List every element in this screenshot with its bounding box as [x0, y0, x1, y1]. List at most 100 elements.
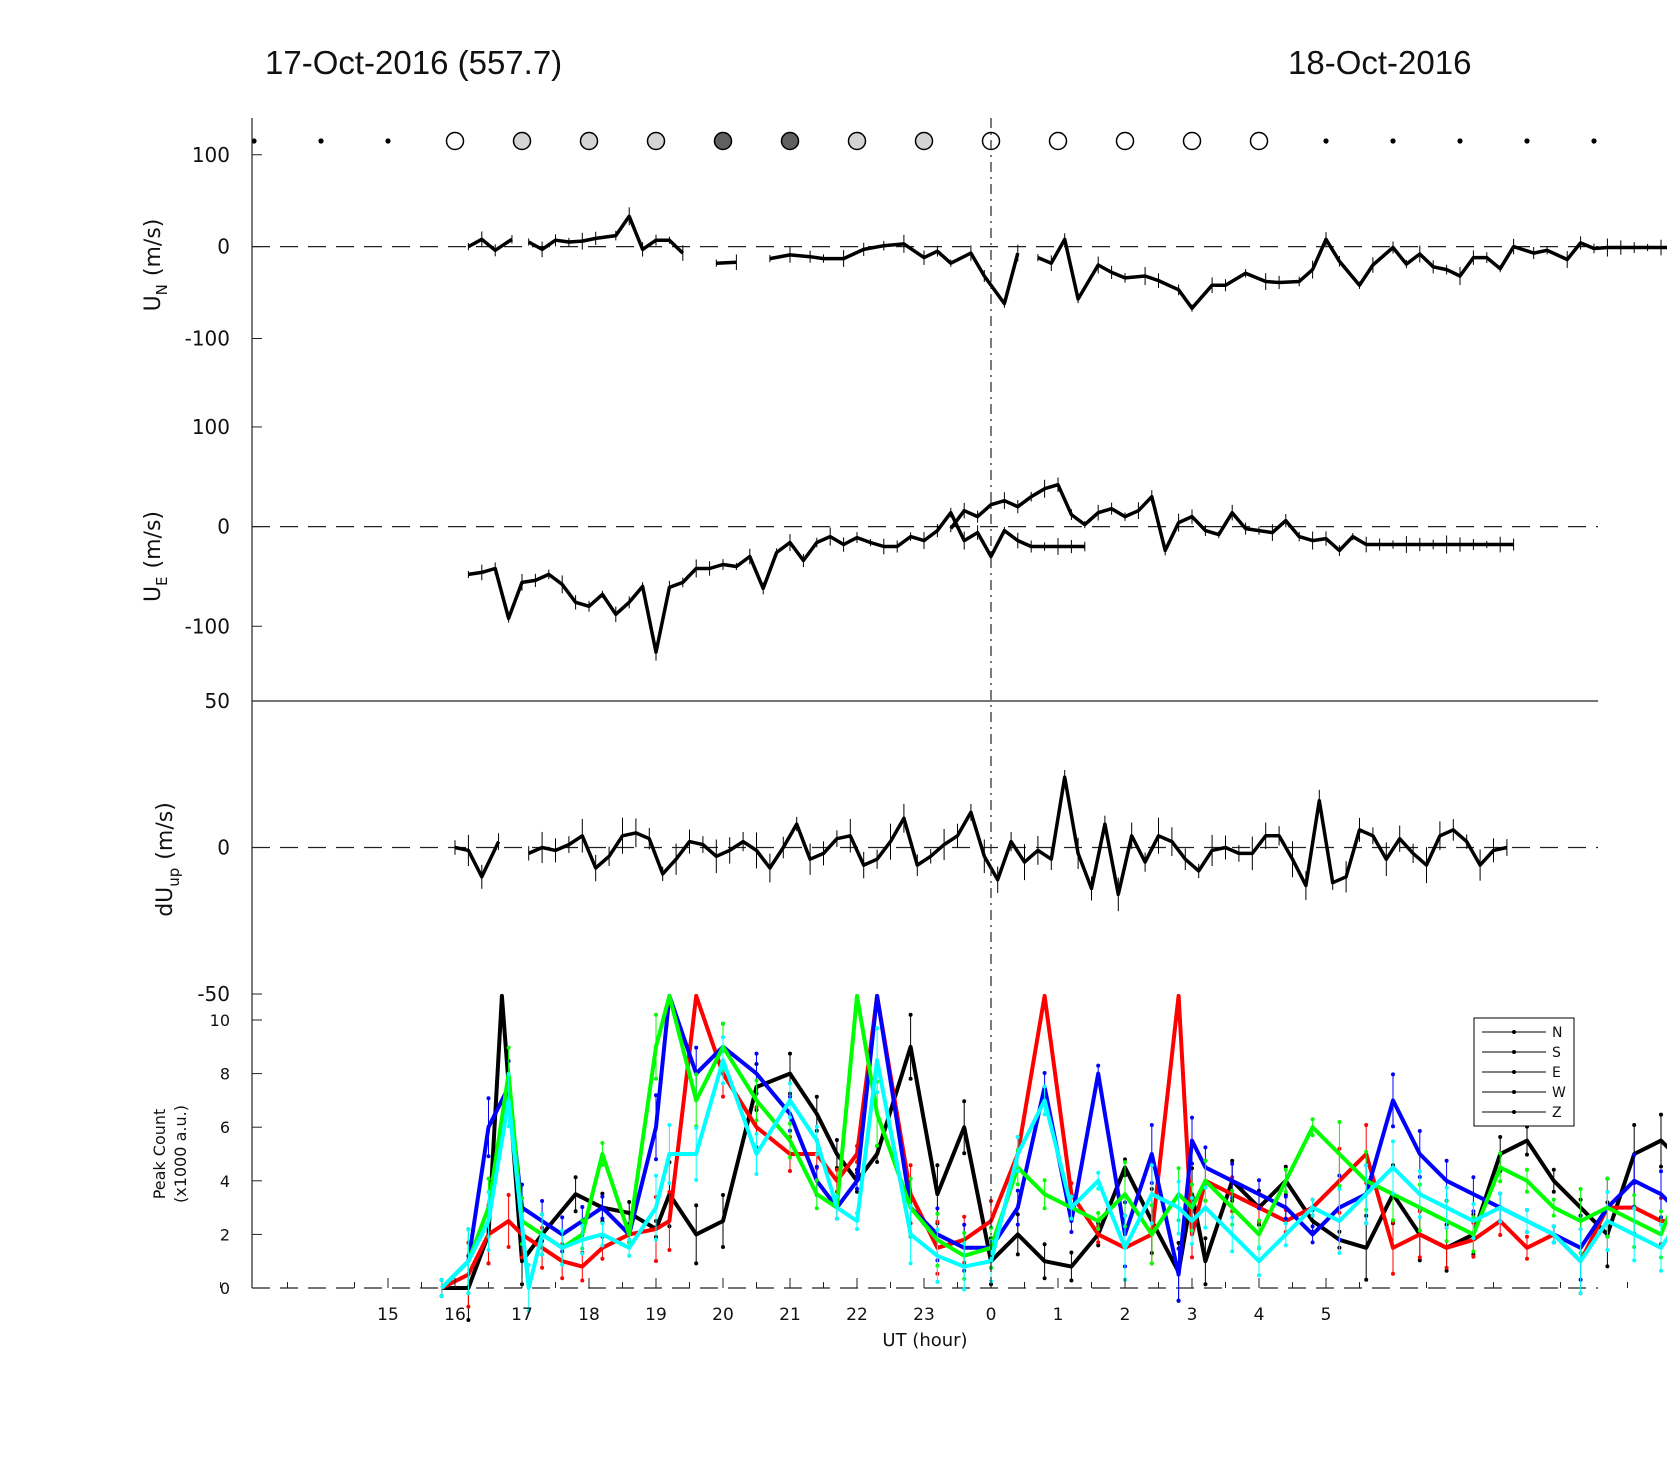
- peak-Z-marker: [1364, 1163, 1369, 1168]
- peak-N-marker: [1498, 1135, 1503, 1139]
- peak-N-marker: [1444, 1268, 1449, 1273]
- peak-Z-marker: [466, 1227, 471, 1232]
- peak-W-marker: [1525, 1189, 1529, 1194]
- du-series-line: [527, 775, 1508, 897]
- peak-Z-marker: [962, 1287, 967, 1292]
- peak-Z-marker: [855, 1227, 859, 1231]
- peak-Z-marker: [1391, 1191, 1395, 1196]
- un-series-line: [527, 214, 685, 255]
- peak-W-marker: [754, 1078, 759, 1083]
- peak-Z-marker: [1337, 1251, 1342, 1255]
- peak-S-marker: [1525, 1234, 1529, 1239]
- peak-W-marker: [1257, 1218, 1261, 1223]
- axes-frame: [251, 118, 1598, 1288]
- peak-S-marker: [486, 1261, 491, 1266]
- peak-W-marker: [1337, 1184, 1342, 1188]
- peak-N-marker: [721, 1245, 725, 1249]
- peak-Z-marker: [908, 1203, 913, 1208]
- cloud-marker-light: [579, 131, 599, 151]
- peak-Z-marker: [754, 1132, 759, 1136]
- peak-Z-marker: [1190, 1196, 1194, 1200]
- cloud-marker-clear: [1048, 131, 1068, 151]
- peak-Z-marker: [834, 1216, 839, 1221]
- peak-E-marker: [540, 1199, 545, 1203]
- peak-Z-marker: [486, 1248, 491, 1252]
- cloud-marker-clear: [1115, 131, 1135, 151]
- peak-Z-marker: [814, 1124, 819, 1129]
- du-ylabel: dUup (m/s): [153, 802, 183, 917]
- peak-Z-marker: [754, 1172, 759, 1176]
- peak-E-marker: [560, 1215, 565, 1220]
- peak-E-marker: [1444, 1158, 1449, 1163]
- un-ylabel-main: U: [141, 295, 166, 311]
- peak-Z-marker: [908, 1261, 913, 1266]
- peak-ytick-label: 4: [220, 1172, 230, 1191]
- panel-northward-wind: 100 0 -100 UN (m/s): [141, 143, 1667, 351]
- peak-Z-marker: [627, 1237, 632, 1242]
- peak-E-marker: [1069, 1230, 1074, 1234]
- peak-W-marker: [1149, 1261, 1154, 1266]
- peak-Z-marker: [1176, 1179, 1181, 1184]
- peak-Z-marker: [1149, 1221, 1154, 1226]
- peak-ylabel: Peak Count: [150, 1109, 169, 1200]
- peak-W-marker: [1190, 1182, 1194, 1187]
- un-ytick-label: -100: [185, 327, 230, 351]
- ue-ytick-label: 0: [217, 515, 230, 539]
- peak-S-marker: [540, 1265, 545, 1270]
- peak-W-marker: [1337, 1120, 1342, 1124]
- un-series-line: [1037, 237, 1667, 310]
- peak-ytick-label: 8: [220, 1065, 230, 1084]
- un-series-line: [769, 242, 1020, 306]
- peak-Z-marker: [1659, 1268, 1663, 1273]
- peak-Z-marker: [654, 1173, 658, 1178]
- peak-N-marker: [1123, 1157, 1127, 1162]
- peak-N-marker: [1605, 1264, 1610, 1269]
- peak-N-marker: [627, 1199, 632, 1204]
- xtick-label: 22: [846, 1305, 868, 1325]
- peak-E-marker: [1042, 1071, 1047, 1075]
- peak-N-marker: [1283, 1164, 1288, 1169]
- peak-Z-marker: [721, 1035, 725, 1040]
- peak-E-marker: [1310, 1224, 1315, 1229]
- peak-Z-marker: [1337, 1187, 1342, 1191]
- peak-ytick-label: 10: [210, 1011, 230, 1030]
- cloud-marker-dark: [713, 131, 733, 151]
- du-ylabel-sub: up: [165, 868, 183, 887]
- legend-label-Z: Z: [1552, 1105, 1562, 1121]
- peak-W-marker: [1123, 1160, 1127, 1165]
- legend-marker-E: [1512, 1070, 1516, 1074]
- peak-S-marker: [1525, 1256, 1529, 1261]
- peak-W-marker: [788, 1155, 792, 1160]
- cloud-marker-clear: [445, 131, 465, 151]
- peak-Z-marker: [1551, 1240, 1556, 1245]
- peak-Z-marker: [788, 1081, 792, 1086]
- peak-Z-marker: [1605, 1248, 1610, 1252]
- peak-E-marker: [1417, 1129, 1422, 1133]
- peak-Z-marker: [560, 1262, 565, 1267]
- cloud-marker-clear: [1182, 131, 1202, 151]
- peak-N-marker: [788, 1051, 792, 1056]
- xtick-label: 16: [444, 1305, 466, 1325]
- cloud-marker-light: [914, 131, 934, 151]
- peak-W-marker: [1444, 1239, 1449, 1243]
- panel-eastward-wind: 100 0 -100 UE (m/s): [141, 415, 1598, 661]
- peak-S-marker: [520, 1255, 524, 1260]
- peak-S-marker: [1471, 1254, 1476, 1259]
- x-axis-label: UT (hour): [882, 1330, 967, 1351]
- peak-Z-marker: [1525, 1230, 1529, 1234]
- peak-S-marker: [788, 1169, 792, 1173]
- peak-Z-marker: [1417, 1215, 1422, 1220]
- un-ytick-label: 0: [217, 235, 230, 259]
- peak-W-marker: [1176, 1166, 1181, 1171]
- peak-N-marker: [1551, 1189, 1556, 1194]
- peak-E-marker: [1283, 1216, 1288, 1221]
- un-ytick-label: 100: [192, 143, 230, 167]
- peak-E-marker: [694, 1045, 699, 1050]
- peak-E-marker: [935, 1206, 940, 1211]
- peak-Z-marker: [1257, 1245, 1261, 1250]
- xtick-label: 4: [1254, 1305, 1265, 1325]
- peak-E-marker: [1015, 1222, 1020, 1227]
- peak-W-marker: [654, 1076, 658, 1081]
- peak-Z-marker: [580, 1251, 585, 1256]
- peak-N-marker: [935, 1163, 940, 1168]
